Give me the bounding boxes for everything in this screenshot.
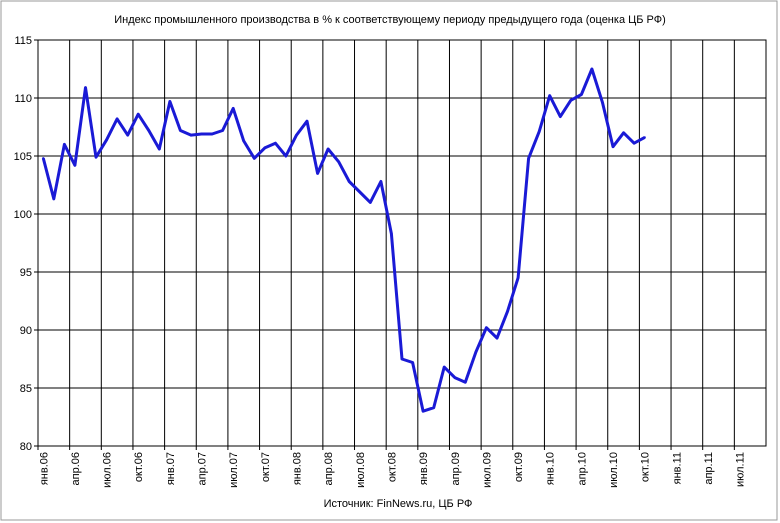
y-tick-label: 90: [20, 325, 32, 337]
data-point: [443, 365, 446, 369]
x-tick-label: июл.08: [355, 452, 367, 488]
data-point: [94, 155, 98, 159]
data-point: [231, 107, 235, 110]
data-point: [115, 117, 119, 121]
data-point: [379, 180, 383, 183]
data-point: [189, 133, 193, 137]
x-tick-label: янв.09: [418, 452, 430, 485]
x-tick-label: июл.07: [228, 452, 240, 488]
chart-title: Индекс промышленного производства в % к …: [114, 14, 666, 26]
data-point: [242, 139, 245, 143]
data-point: [42, 157, 45, 160]
plot-area: [37, 39, 767, 447]
data-point: [622, 131, 625, 134]
data-point: [548, 94, 551, 97]
x-tick-label: окт.07: [260, 452, 272, 482]
x-tick-label: апр.10: [576, 452, 588, 485]
data-point: [495, 336, 499, 340]
y-tick-label: 95: [20, 267, 32, 279]
data-point: [263, 146, 267, 150]
data-point: [84, 86, 87, 89]
data-point: [147, 129, 150, 132]
x-tick-label: апр.09: [450, 452, 462, 485]
y-axis-ticks: 80 85 90 95 100 105 110 115: [14, 35, 38, 453]
data-point: [506, 310, 509, 313]
data-point: [400, 357, 404, 361]
series-line: [41, 67, 646, 413]
data-point: [453, 376, 456, 379]
x-tick-label: апр.06: [70, 452, 82, 485]
x-tick-label: янв.06: [38, 452, 50, 485]
data-point: [348, 180, 351, 183]
data-point: [284, 154, 288, 158]
data-point: [411, 361, 414, 364]
data-point: [63, 143, 66, 146]
data-point: [516, 276, 520, 279]
data-point: [432, 406, 435, 409]
chart-source: Источник: FinNews.ru, ЦБ РФ: [324, 498, 473, 510]
y-tick-label: 85: [20, 383, 32, 395]
data-point: [326, 147, 330, 151]
x-tick-label: апр.07: [197, 452, 209, 485]
data-point: [580, 93, 583, 96]
y-tick-label: 110: [14, 93, 32, 105]
data-point: [337, 160, 340, 163]
x-tick-label: июл.09: [481, 452, 493, 488]
x-tick-label: янв.11: [671, 452, 683, 484]
data-point: [358, 190, 361, 194]
x-tick-label: окт.09: [513, 452, 525, 482]
data-point: [179, 129, 182, 132]
data-point: [537, 130, 541, 133]
data-point: [295, 133, 298, 137]
x-tick-label: янв.08: [291, 452, 303, 485]
data-point: [105, 138, 108, 141]
data-point: [168, 100, 172, 103]
x-tick-label: окт.08: [386, 452, 398, 482]
data-point: [274, 142, 277, 145]
data-point: [369, 201, 372, 204]
data-point: [643, 136, 646, 139]
data-point: [590, 67, 594, 71]
gridlines: [38, 40, 766, 446]
data-point: [221, 129, 224, 132]
x-tick-label: янв.07: [165, 452, 177, 485]
y-tick-label: 100: [14, 209, 32, 221]
data-point: [73, 164, 77, 167]
x-tick-label: апр.08: [323, 452, 335, 485]
x-tick-label: апр.11: [703, 452, 715, 485]
y-tick-label: 115: [14, 35, 32, 47]
x-tick-label: июл.06: [102, 452, 114, 488]
data-point: [569, 99, 573, 102]
x-tick-label: окт.10: [640, 452, 652, 482]
data-point: [611, 145, 615, 148]
x-axis-ticks: янв.06 апр.06 июл.06 окт.06 янв.07 апр.07 июл.…: [37, 446, 747, 488]
data-point: [632, 142, 636, 145]
series-layer: [41, 67, 646, 413]
data-point: [421, 410, 425, 413]
data-point: [253, 157, 256, 160]
data-point: [316, 172, 319, 175]
data-point: [126, 133, 129, 137]
data-point: [158, 147, 161, 151]
data-point: [527, 157, 530, 160]
data-point: [137, 113, 140, 116]
data-point: [559, 115, 562, 118]
y-tick-label: 105: [14, 151, 32, 163]
y-tick-label: 80: [20, 441, 32, 453]
x-tick-label: июл.10: [608, 452, 620, 488]
data-point: [474, 350, 478, 354]
data-point: [52, 197, 56, 201]
x-tick-label: июл.11: [735, 452, 747, 487]
data-point: [210, 132, 214, 136]
data-point: [485, 326, 488, 329]
data-point: [390, 232, 393, 235]
x-tick-label: окт.06: [133, 452, 145, 482]
data-point: [601, 101, 604, 104]
data-point: [464, 381, 467, 384]
data-point: [305, 120, 309, 123]
data-point: [200, 132, 203, 136]
x-tick-label: янв.10: [545, 452, 557, 485]
